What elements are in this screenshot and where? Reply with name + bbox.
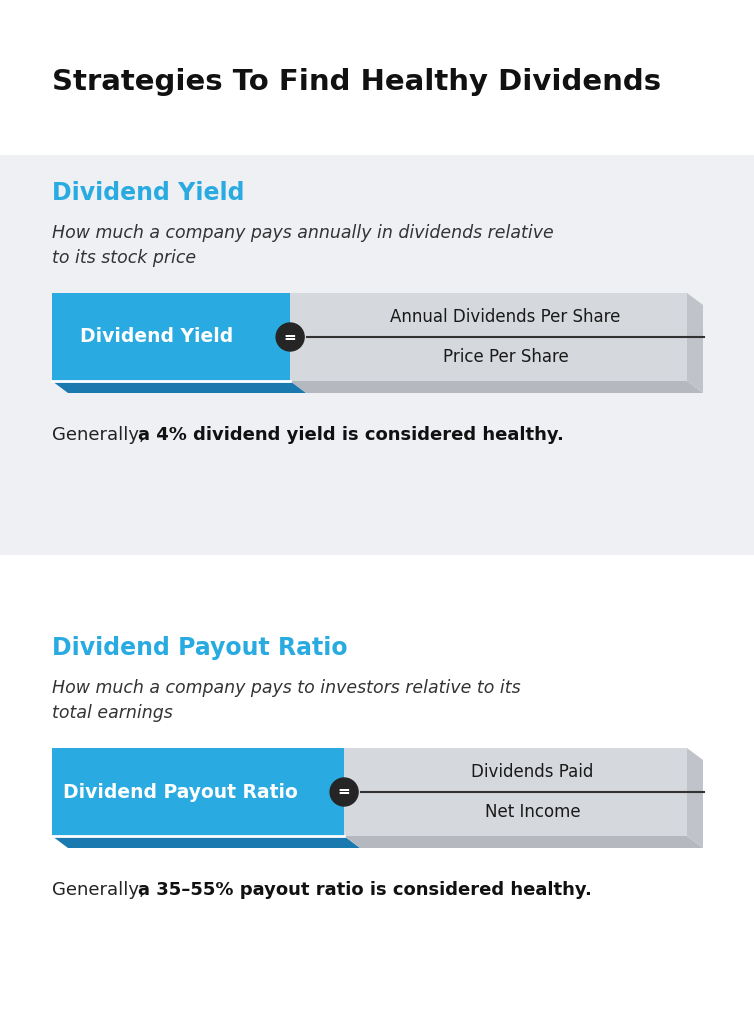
Text: a 35–55% payout ratio is considered healthy.: a 35–55% payout ratio is considered heal…	[138, 881, 592, 899]
Polygon shape	[687, 748, 703, 848]
Polygon shape	[687, 293, 703, 393]
Text: Dividend Payout Ratio: Dividend Payout Ratio	[63, 782, 298, 802]
Text: Strategies To Find Healthy Dividends: Strategies To Find Healthy Dividends	[52, 68, 661, 96]
Text: Dividends Paid: Dividends Paid	[471, 763, 593, 781]
FancyBboxPatch shape	[0, 555, 754, 610]
Text: Annual Dividends Per Share: Annual Dividends Per Share	[391, 308, 621, 326]
Circle shape	[276, 323, 304, 351]
FancyBboxPatch shape	[344, 748, 687, 836]
Text: Dividend Yield: Dividend Yield	[52, 181, 244, 205]
FancyBboxPatch shape	[0, 610, 754, 1024]
Polygon shape	[290, 381, 703, 393]
Text: a 4% dividend yield is considered healthy.: a 4% dividend yield is considered health…	[138, 426, 564, 444]
Text: Generally,: Generally,	[52, 426, 151, 444]
Text: =: =	[338, 784, 351, 800]
Text: Dividend Payout Ratio: Dividend Payout Ratio	[52, 636, 348, 660]
FancyBboxPatch shape	[52, 293, 290, 381]
Text: Generally,: Generally,	[52, 881, 151, 899]
Text: Net Income: Net Income	[485, 803, 581, 821]
Polygon shape	[52, 836, 360, 848]
Circle shape	[330, 778, 358, 806]
Text: Price Per Share: Price Per Share	[443, 348, 569, 366]
FancyBboxPatch shape	[0, 155, 754, 555]
Polygon shape	[344, 836, 703, 848]
Text: Dividend Yield: Dividend Yield	[80, 328, 234, 346]
Polygon shape	[52, 381, 306, 393]
Text: =: =	[284, 330, 296, 344]
FancyBboxPatch shape	[0, 0, 754, 155]
Text: How much a company pays annually in dividends relative: How much a company pays annually in divi…	[52, 224, 553, 242]
Text: total earnings: total earnings	[52, 705, 173, 722]
FancyBboxPatch shape	[52, 748, 344, 836]
Text: How much a company pays to investors relative to its: How much a company pays to investors rel…	[52, 679, 520, 697]
Text: to its stock price: to its stock price	[52, 249, 196, 267]
FancyBboxPatch shape	[290, 293, 687, 381]
